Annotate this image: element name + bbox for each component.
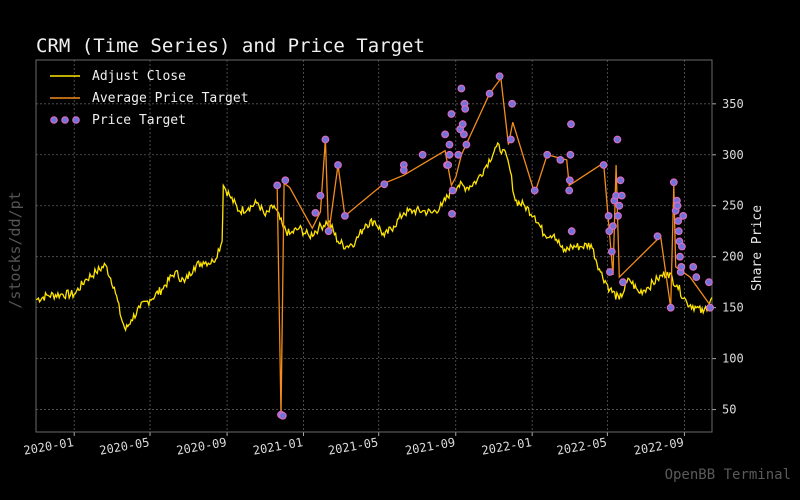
price-target-point bbox=[614, 211, 622, 220]
plot-frame bbox=[35, 59, 713, 433]
legend-label: Price Target bbox=[92, 113, 186, 128]
price-target-point bbox=[441, 130, 450, 139]
price-target-point bbox=[281, 176, 290, 185]
legend-swatch-price-target bbox=[61, 116, 69, 124]
price-target-point bbox=[447, 110, 456, 118]
price-target-point bbox=[616, 176, 625, 185]
price-target-point bbox=[567, 227, 576, 236]
price-target-point bbox=[565, 176, 574, 185]
price-target-point bbox=[316, 191, 325, 200]
legend-swatch-price-target bbox=[50, 116, 58, 124]
x-axis-ticks: 2020-01 2020-05 2020-09 2021-01 2021-05 2021-… bbox=[22, 432, 685, 458]
x-tick-label: 2022-01 bbox=[480, 435, 532, 458]
price-target-point bbox=[606, 268, 614, 276]
price-target-point bbox=[609, 222, 617, 231]
chart-title: CRM (Time Series) and Price Target bbox=[36, 35, 425, 57]
price-target-point bbox=[341, 211, 349, 220]
price-target-point bbox=[674, 217, 683, 225]
price-target-point bbox=[692, 273, 701, 282]
price-target-point bbox=[617, 191, 626, 200]
price-target-point bbox=[669, 178, 678, 187]
price-target-point bbox=[566, 150, 575, 159]
price-target-point bbox=[448, 186, 457, 195]
price-target-point bbox=[676, 252, 684, 261]
y-tick-label: 50 bbox=[722, 403, 736, 417]
price-target-point bbox=[445, 140, 454, 149]
price-target-point bbox=[673, 201, 682, 210]
price-target-point bbox=[604, 211, 613, 220]
watermark-label: OpenBB Terminal bbox=[665, 467, 791, 483]
price-target-point bbox=[615, 201, 624, 210]
price-target-point bbox=[613, 135, 622, 144]
price-target-point bbox=[705, 278, 713, 287]
y-axis-label: Share Price bbox=[750, 205, 765, 291]
price-target-point bbox=[565, 186, 574, 195]
x-tick-label: 2020-09 bbox=[175, 435, 227, 458]
price-target-point bbox=[530, 186, 539, 195]
price-target-point bbox=[689, 263, 698, 271]
price-target-point bbox=[495, 72, 504, 81]
x-tick-label: 2021-01 bbox=[252, 435, 304, 458]
average-price-target-line bbox=[276, 76, 713, 415]
price-target-point bbox=[706, 303, 714, 312]
price-target-point bbox=[334, 161, 342, 169]
x-tick-label: 2021-09 bbox=[404, 435, 456, 458]
price-target-point bbox=[599, 161, 608, 169]
price-target-point bbox=[461, 104, 470, 113]
price-target-point bbox=[444, 161, 453, 169]
legend: Adjust Close Average Price Target Price Ta… bbox=[50, 69, 249, 128]
price-target-point bbox=[674, 227, 683, 236]
price-target-point bbox=[321, 135, 330, 144]
price-target-point bbox=[418, 150, 427, 159]
price-target-point bbox=[324, 227, 333, 236]
y-tick-label: 300 bbox=[722, 148, 744, 162]
y-tick-label: 250 bbox=[722, 199, 744, 213]
price-target-point bbox=[458, 120, 467, 129]
price-target-points bbox=[273, 72, 714, 420]
price-target-point bbox=[273, 181, 282, 190]
y-tick-label: 200 bbox=[722, 250, 744, 264]
x-tick-label: 2022-05 bbox=[556, 435, 608, 458]
adjust-close-line bbox=[35, 141, 713, 333]
price-target-point bbox=[619, 278, 627, 287]
price-target-point bbox=[485, 89, 494, 98]
price-target-point bbox=[678, 242, 686, 251]
price-target-point bbox=[605, 227, 614, 236]
legend-swatch-price-target bbox=[72, 116, 80, 124]
price-target-point bbox=[460, 130, 468, 139]
x-tick-label: 2022-09 bbox=[633, 435, 685, 458]
series-lines bbox=[35, 76, 713, 415]
grid-lines bbox=[36, 60, 712, 432]
price-target-point bbox=[448, 209, 456, 218]
y-axis-ticks: 50 100 150 200 250 300 350 bbox=[712, 97, 744, 417]
x-tick-label: 2021-05 bbox=[327, 435, 379, 458]
x-tick-label: 2020-05 bbox=[98, 435, 150, 458]
price-target-point bbox=[454, 150, 463, 159]
price-target-point bbox=[508, 99, 516, 108]
price-target-point bbox=[677, 263, 686, 271]
y-tick-label: 150 bbox=[722, 301, 744, 315]
legend-label: Adjust Close bbox=[92, 69, 186, 84]
price-target-point bbox=[462, 140, 471, 149]
price-target-point bbox=[311, 208, 320, 217]
price-target-point bbox=[567, 120, 575, 129]
y-tick-label: 350 bbox=[722, 97, 744, 111]
price-target-point bbox=[278, 411, 287, 420]
legend-label: Average Price Target bbox=[92, 91, 249, 106]
price-target-point bbox=[607, 247, 616, 256]
x-tick-label: 2020-01 bbox=[22, 435, 74, 458]
price-target-point bbox=[507, 135, 515, 144]
price-target-point bbox=[380, 180, 389, 189]
price-target-point bbox=[445, 150, 454, 159]
price-target-point bbox=[543, 150, 552, 159]
price-target-point bbox=[556, 155, 565, 164]
price-target-point bbox=[457, 84, 466, 93]
price-target-point bbox=[679, 211, 688, 220]
command-path-label: /stocks/dd/pt bbox=[6, 191, 24, 308]
y-tick-label: 100 bbox=[722, 352, 744, 366]
price-target-point bbox=[399, 166, 408, 175]
price-target-point bbox=[653, 232, 662, 241]
price-target-point bbox=[666, 303, 675, 312]
